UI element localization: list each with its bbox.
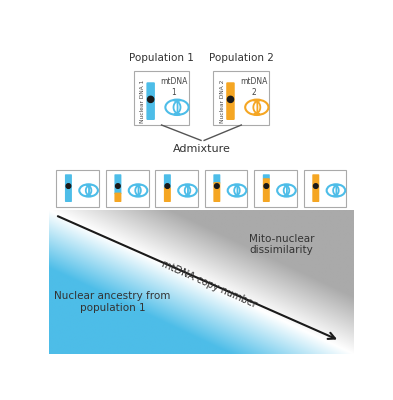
FancyBboxPatch shape	[263, 174, 270, 180]
Text: Population 2: Population 2	[209, 53, 274, 63]
FancyBboxPatch shape	[213, 174, 220, 184]
Circle shape	[147, 96, 154, 102]
Text: Mito-nuclear
dissimilarity: Mito-nuclear dissimilarity	[249, 234, 314, 255]
Text: Population 1: Population 1	[129, 53, 194, 63]
FancyBboxPatch shape	[164, 187, 171, 202]
Ellipse shape	[277, 184, 296, 197]
FancyBboxPatch shape	[57, 170, 99, 207]
FancyBboxPatch shape	[213, 71, 269, 125]
Text: Nuclear ancestry from
population 1: Nuclear ancestry from population 1	[55, 291, 171, 313]
FancyBboxPatch shape	[155, 170, 198, 207]
FancyBboxPatch shape	[226, 82, 235, 120]
Ellipse shape	[327, 184, 345, 197]
FancyBboxPatch shape	[114, 174, 121, 194]
Circle shape	[228, 96, 233, 102]
Text: mtDNA
1: mtDNA 1	[160, 77, 187, 97]
Ellipse shape	[228, 184, 246, 197]
Ellipse shape	[165, 100, 189, 115]
Ellipse shape	[79, 184, 98, 197]
FancyBboxPatch shape	[312, 174, 319, 202]
Text: mtDNA copy number: mtDNA copy number	[160, 258, 258, 310]
Text: Nuclear DNA 1: Nuclear DNA 1	[140, 80, 145, 123]
FancyBboxPatch shape	[114, 193, 121, 202]
Circle shape	[116, 184, 120, 188]
Text: Admixture: Admixture	[173, 144, 231, 154]
FancyBboxPatch shape	[106, 170, 149, 207]
Circle shape	[66, 184, 71, 188]
FancyBboxPatch shape	[263, 178, 270, 202]
Ellipse shape	[129, 184, 147, 197]
Circle shape	[264, 184, 269, 188]
Circle shape	[215, 184, 219, 188]
Circle shape	[165, 184, 170, 188]
FancyBboxPatch shape	[164, 174, 171, 189]
Text: Nuclear DNA 2: Nuclear DNA 2	[220, 80, 225, 123]
Ellipse shape	[178, 184, 197, 197]
Circle shape	[314, 184, 318, 188]
FancyBboxPatch shape	[254, 170, 297, 207]
FancyBboxPatch shape	[304, 170, 346, 207]
FancyBboxPatch shape	[65, 174, 72, 202]
Ellipse shape	[245, 100, 268, 115]
FancyBboxPatch shape	[213, 182, 220, 202]
FancyBboxPatch shape	[205, 170, 248, 207]
Text: mtDNA
2: mtDNA 2	[240, 77, 267, 97]
FancyBboxPatch shape	[146, 82, 155, 120]
FancyBboxPatch shape	[134, 71, 189, 125]
